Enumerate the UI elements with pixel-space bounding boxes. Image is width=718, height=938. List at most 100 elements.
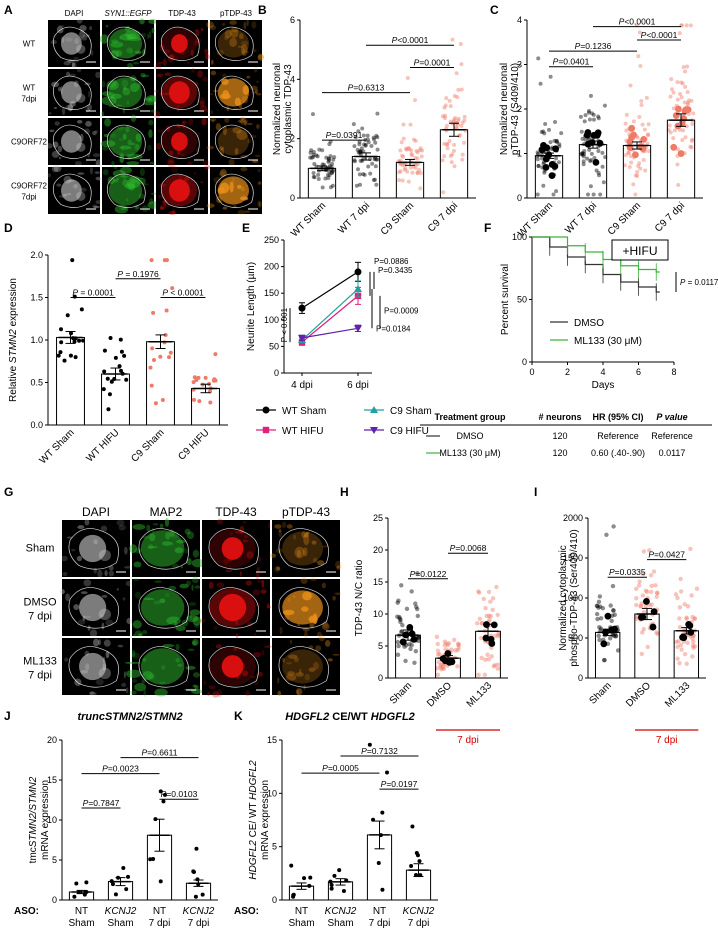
speckle bbox=[253, 66, 258, 73]
speckle bbox=[77, 68, 82, 73]
neurite-signal bbox=[125, 669, 142, 679]
nucleus bbox=[79, 534, 107, 563]
ptdp-aggregate bbox=[286, 671, 296, 676]
data-point bbox=[641, 549, 647, 554]
data-point bbox=[585, 192, 590, 197]
data-point bbox=[675, 97, 680, 102]
speckle bbox=[216, 582, 225, 588]
neurite-signal bbox=[99, 34, 109, 44]
nucleus bbox=[61, 179, 82, 202]
data-point bbox=[413, 601, 418, 606]
speckle bbox=[125, 580, 133, 587]
data-point bbox=[536, 151, 541, 156]
data-point bbox=[58, 350, 63, 355]
data-point bbox=[108, 336, 113, 341]
panelG-row-label-line1: ML133 bbox=[23, 656, 57, 668]
p-value-label: P=0.0103 bbox=[161, 789, 198, 799]
replicate-point bbox=[674, 105, 682, 113]
speckle bbox=[246, 75, 251, 79]
speckle bbox=[223, 558, 229, 565]
table-cell: Reference bbox=[597, 431, 639, 441]
data-point bbox=[326, 169, 331, 174]
data-point bbox=[654, 594, 659, 600]
speckle bbox=[49, 129, 55, 133]
speckle bbox=[59, 589, 65, 595]
cell-outline bbox=[278, 528, 329, 570]
data-point bbox=[613, 634, 618, 639]
speckle bbox=[77, 525, 85, 530]
speckle bbox=[229, 20, 237, 25]
data-point bbox=[329, 886, 334, 891]
data-point bbox=[442, 642, 447, 648]
nucleus-adjacent bbox=[98, 667, 111, 680]
data-point bbox=[161, 799, 166, 804]
speckle bbox=[147, 144, 152, 151]
data-point bbox=[59, 327, 64, 332]
data-point bbox=[328, 154, 333, 159]
speckle bbox=[300, 576, 308, 585]
data-point bbox=[648, 589, 654, 595]
panelG-cell bbox=[129, 517, 205, 577]
cell-outline bbox=[160, 26, 200, 61]
data-point bbox=[359, 146, 364, 151]
data-point bbox=[644, 95, 649, 100]
replicate-point bbox=[542, 163, 550, 171]
x-tick-label: WT 7 dpi bbox=[336, 200, 372, 236]
data-point bbox=[407, 146, 412, 151]
data-point bbox=[330, 169, 335, 174]
speckle bbox=[216, 518, 223, 525]
panelG-cell bbox=[272, 635, 340, 697]
speckle bbox=[159, 523, 164, 529]
panelA-cell bbox=[102, 166, 160, 214]
speckle bbox=[195, 37, 202, 44]
speckle bbox=[244, 535, 248, 539]
data-point bbox=[596, 149, 601, 154]
x-tick-label: Sham bbox=[388, 680, 414, 706]
data-point bbox=[396, 598, 401, 603]
data-point bbox=[197, 399, 202, 404]
data-point bbox=[330, 170, 335, 175]
neurite-signal bbox=[101, 91, 112, 97]
table-cell: DMSO bbox=[457, 431, 484, 441]
panelG-cell bbox=[202, 518, 271, 581]
table-header: P value bbox=[656, 412, 687, 422]
speckle bbox=[187, 648, 195, 651]
data-point bbox=[683, 135, 688, 140]
data-point bbox=[436, 652, 441, 657]
neurite-signal bbox=[186, 615, 199, 622]
nucleus-adjacent bbox=[98, 608, 111, 621]
data-point bbox=[677, 605, 683, 610]
data-point bbox=[559, 131, 564, 136]
data-point bbox=[637, 30, 642, 35]
speckle bbox=[257, 54, 265, 60]
data-point bbox=[440, 114, 445, 119]
speckle bbox=[64, 657, 69, 662]
data-point bbox=[539, 130, 544, 135]
data-point bbox=[438, 662, 443, 668]
data-point bbox=[153, 401, 158, 406]
speckle bbox=[222, 23, 226, 26]
data-point bbox=[587, 117, 592, 122]
marker-triangle bbox=[354, 284, 362, 292]
replicate-point bbox=[672, 112, 680, 119]
nuclear-tdp bbox=[169, 81, 190, 104]
panelG-micrographs bbox=[59, 517, 342, 698]
data-point bbox=[476, 589, 481, 594]
data-point bbox=[629, 160, 634, 165]
speckle bbox=[200, 181, 204, 184]
speckle bbox=[191, 67, 195, 73]
data-point bbox=[684, 616, 689, 621]
data-point bbox=[452, 142, 457, 147]
panelG-cell bbox=[272, 576, 342, 639]
speckle bbox=[256, 80, 259, 83]
speckle bbox=[188, 602, 197, 606]
data-point bbox=[415, 853, 420, 858]
data-point bbox=[678, 589, 684, 594]
aso-condition: 7 dpi bbox=[188, 918, 210, 929]
data-point bbox=[121, 866, 126, 871]
y-tick-label: 10 bbox=[47, 815, 57, 825]
speckle bbox=[247, 138, 251, 144]
data-point bbox=[668, 130, 673, 135]
nucleus bbox=[79, 593, 107, 622]
data-point bbox=[418, 186, 423, 191]
